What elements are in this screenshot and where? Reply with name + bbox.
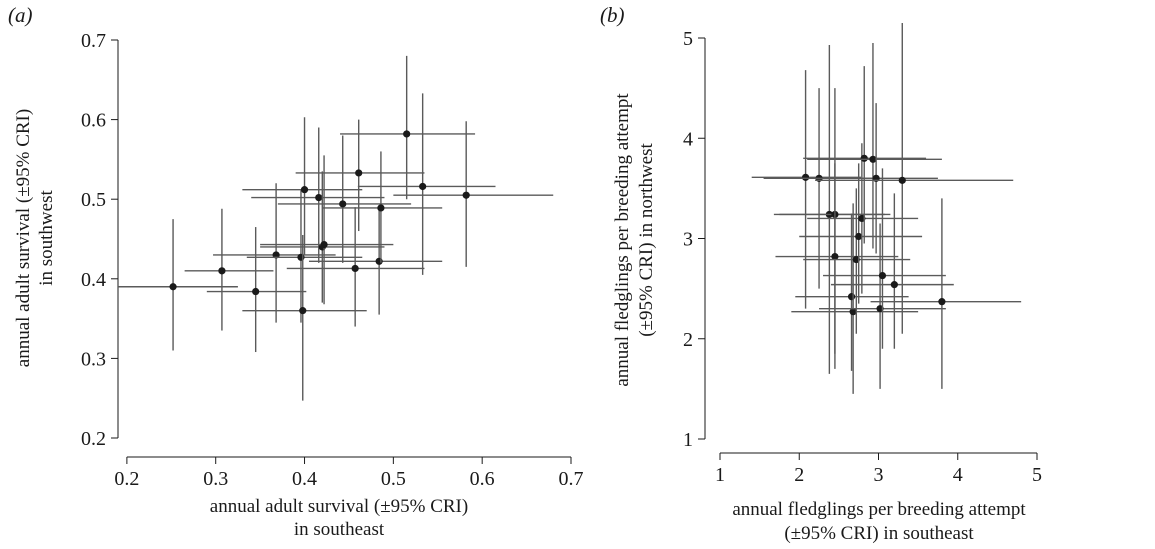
panel-b-point-17	[815, 22, 1014, 334]
panel-a-point-11	[277, 135, 412, 263]
panel-a-point-18	[393, 121, 554, 267]
panel-a-y-tick-label: 0.7	[81, 30, 106, 52]
panel-a-y-axis-label-line2: in southwest	[36, 190, 57, 286]
panel-b-data-points	[751, 22, 1022, 394]
panel-b-x-tick-label: 2	[794, 464, 804, 486]
panel-a-x-tick-label: 0.4	[292, 468, 317, 490]
panel-a-point-2	[184, 208, 274, 331]
panel-b-point-1	[751, 70, 862, 309]
panel-b-data-point	[898, 176, 906, 184]
panel-b-x-tick-label: 1	[715, 464, 725, 486]
panel-b-data-point	[860, 154, 868, 162]
panel-a-x-tick-label: 0.2	[114, 468, 139, 490]
panel-b-point-6	[795, 213, 909, 371]
panel-b-chart: (b) 1 2 3 4 5 1 2 3 4 5 annual fledglings per bre…	[600, 3, 1042, 544]
panel-a-data-point	[320, 240, 328, 249]
panel-a-data-point	[315, 194, 323, 202]
panel-a-point-7	[242, 117, 363, 255]
panel-b-data-point	[938, 298, 946, 306]
panel-a-data-point	[355, 169, 363, 177]
panel-a-data-point	[218, 267, 226, 275]
panel-a-data-point	[403, 130, 411, 138]
panel-b-data-point	[831, 252, 839, 261]
panel-b-x-tick-label: 4	[953, 464, 963, 486]
panel-a-y-tick-label: 0.6	[81, 110, 106, 132]
panel-a-chart: (a) 0.2 0.3 0.4 0.5 0.6 0.7 0.2 0.3 0.4 0.5 0.6 0.7…	[8, 3, 584, 540]
panel-b-y-axis-label-line1: annual fledglings per breeding attempt	[612, 93, 633, 387]
panel-a-point-3	[206, 227, 307, 353]
panel-a-x-tick-label: 0.7	[559, 468, 584, 490]
panel-b-point-12	[807, 43, 942, 249]
panel-b-x-axis-label-line1: annual fledglings per breeding attempt	[732, 499, 1026, 520]
panel-a-data-point	[339, 200, 347, 208]
panel-a-point-6	[242, 235, 367, 401]
panel-b-data-point	[801, 173, 810, 181]
panel-b-data-point	[849, 308, 857, 316]
panel-b-point-3	[773, 45, 885, 374]
panel-a-axes: 0.2 0.3 0.4 0.5 0.6 0.7 0.2 0.3 0.4 0.5 0.6 0.7	[81, 30, 584, 490]
panel-a-data-point	[169, 283, 177, 291]
panel-a-label: (a)	[8, 3, 33, 27]
panel-a-data-point	[375, 257, 383, 265]
panel-b-point-16	[830, 193, 954, 349]
panel-a-y-axis-label-line1: annual adult survival (±95% CRI)	[13, 109, 34, 367]
panel-a-data-point	[419, 182, 427, 191]
panel-b-x-axis-label-line2: (±95% CRI) in southeast	[784, 523, 974, 544]
panel-a-data-point	[377, 204, 385, 212]
panel-b-point-5	[775, 163, 899, 354]
panel-b-data-point	[855, 232, 863, 241]
panel-b-y-tick-label: 4	[683, 128, 693, 150]
panel-a-point-12	[286, 207, 425, 327]
panel-a-point-1	[118, 219, 238, 351]
panel-a-point-10	[260, 155, 394, 305]
panel-b-axes: 1 2 3 4 5 1 2 3 4 5	[683, 28, 1042, 486]
panel-a-data-point	[299, 307, 307, 315]
panel-b-y-tick-label: 3	[683, 229, 693, 251]
panel-a-data-point	[351, 264, 359, 273]
panel-a-x-tick-label: 0.3	[203, 468, 228, 490]
panel-a-x-tick-label: 0.6	[470, 468, 495, 490]
panel-b-y-axis-label-line2: (±95% CRI) in northwest	[636, 143, 657, 337]
panel-a-data-point	[462, 191, 470, 199]
panel-b-point-15	[823, 168, 946, 349]
panel-a-data-point	[297, 253, 305, 261]
panel-b-x-tick-label: 5	[1032, 464, 1042, 486]
panel-b-data-point	[878, 271, 887, 280]
panel-a-x-tick-label: 0.5	[381, 468, 406, 490]
panel-b-data-point	[847, 293, 856, 301]
panel-b-label: (b)	[600, 3, 625, 27]
panel-a-y-tick-label: 0.4	[81, 269, 106, 291]
panel-b-y-tick-label: 5	[683, 28, 693, 50]
panel-a-data-point	[300, 186, 309, 194]
panel-b-point-10	[807, 143, 919, 294]
panel-b-point-13	[815, 103, 938, 254]
panel-b-point-18	[870, 198, 1022, 389]
panel-a-data-points	[118, 55, 554, 401]
panel-a-x-axis-label-line1: annual adult survival (±95% CRI)	[210, 496, 468, 517]
panel-a-y-tick-label: 0.2	[81, 428, 106, 450]
panel-b-point-11	[803, 66, 927, 244]
panel-a-point-16	[340, 55, 476, 200]
panel-a-point-8	[251, 127, 385, 263]
panel-b-data-point	[890, 281, 898, 289]
panel-a-point-17	[357, 93, 496, 275]
panel-b-data-point	[869, 155, 877, 163]
panel-b-point-9	[799, 163, 923, 304]
panel-a-point-15	[322, 151, 443, 263]
panel-a-y-tick-label: 0.5	[81, 189, 106, 211]
panel-a-point-9	[260, 171, 385, 303]
panel-b-y-tick-label: 2	[683, 329, 693, 351]
panel-a-point-13	[295, 119, 425, 232]
panel-a-x-axis-label-line2: in southeast	[294, 519, 385, 540]
panel-a-y-tick-label: 0.3	[81, 348, 106, 370]
panel-b-y-tick-label: 1	[683, 429, 693, 451]
panel-b-point-7	[791, 203, 919, 394]
panel-a-data-point	[252, 287, 260, 296]
panel-b-x-tick-label: 3	[874, 464, 884, 486]
